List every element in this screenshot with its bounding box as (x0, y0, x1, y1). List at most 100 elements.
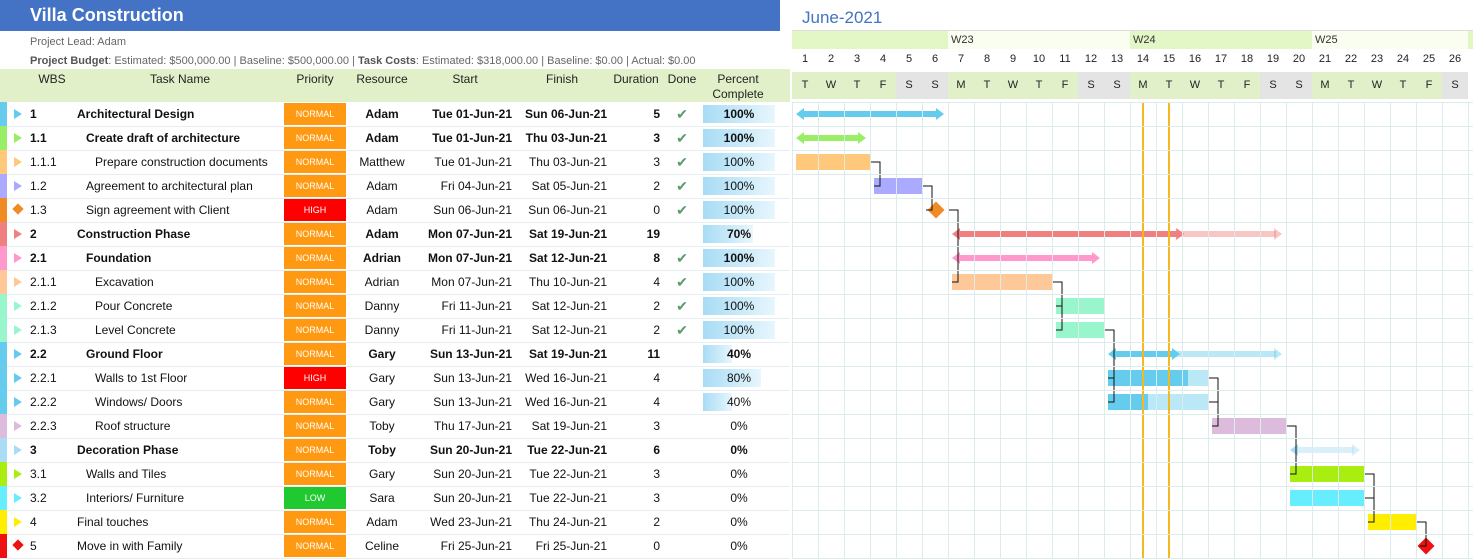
start-date-cell[interactable]: Tue 01-Jun-21 (434, 155, 512, 169)
finish-date-cell[interactable]: Wed 16-Jun-21 (525, 395, 607, 409)
priority-badge[interactable]: NORMAL (284, 535, 346, 557)
task-name-cell[interactable]: Pour Concrete (95, 299, 173, 313)
wbs-cell[interactable]: 2.1.1 (30, 275, 57, 289)
percent-cell[interactable]: 0% (730, 419, 748, 433)
task-row[interactable]: 1.1.1 Prepare construction documents NORMA… (0, 150, 790, 175)
expand-triangle-icon[interactable] (14, 469, 22, 479)
col-priority[interactable]: Priority (296, 72, 334, 86)
col-task-name[interactable]: Task Name (149, 72, 211, 86)
duration-cell[interactable]: 11 (647, 347, 660, 361)
duration-cell[interactable]: 2 (653, 515, 660, 529)
task-row[interactable]: 1.3 Sign agreement with Client HIGH Adam Sun… (0, 198, 790, 223)
wbs-cell[interactable]: 2.2.2 (30, 395, 57, 409)
start-date-cell[interactable]: Wed 23-Jun-21 (430, 515, 512, 529)
percent-cell[interactable]: 0% (730, 467, 748, 481)
finish-date-cell[interactable]: Thu 10-Jun-21 (528, 275, 607, 289)
task-row[interactable]: 2 Construction Phase NORMAL Adam Mon 07-Jun-… (0, 222, 790, 247)
task-row[interactable]: 2.1.2 Pour Concrete NORMAL Danny Fri 11-Jun-… (0, 294, 790, 319)
finish-date-cell[interactable]: Fri 25-Jun-21 (535, 539, 607, 553)
resource-cell[interactable]: Gary (368, 371, 395, 385)
finish-date-cell[interactable]: Thu 24-Jun-21 (528, 515, 607, 529)
percent-cell[interactable]: 100% (723, 107, 755, 121)
duration-cell[interactable]: 2 (653, 179, 660, 193)
finish-date-cell[interactable]: Sat 12-Jun-21 (531, 323, 607, 337)
percent-cell[interactable]: 0% (730, 443, 748, 457)
finish-date-cell[interactable]: Thu 03-Jun-21 (528, 155, 607, 169)
task-row[interactable]: 1 Architectural Design NORMAL Adam Tue 01-Ju… (0, 102, 790, 127)
resource-cell[interactable]: Matthew (359, 155, 405, 169)
resource-cell[interactable]: Gary (368, 395, 395, 409)
percent-cell[interactable]: 100% (723, 179, 755, 193)
expand-triangle-icon[interactable] (14, 493, 22, 503)
expand-triangle-icon[interactable] (14, 421, 22, 431)
col-percent[interactable]: Percent Complete (712, 72, 764, 101)
resource-cell[interactable]: Adrian (364, 275, 400, 289)
task-name-cell[interactable]: Construction Phase (77, 227, 191, 241)
expand-triangle-icon[interactable] (14, 109, 22, 119)
task-row[interactable]: 3.2 Interiors/ Furniture LOW Sara Sun 20-Jun… (0, 486, 790, 511)
wbs-cell[interactable]: 2.2.3 (30, 419, 57, 433)
expand-triangle-icon[interactable] (14, 325, 22, 335)
done-check-icon[interactable]: ✔ (676, 154, 688, 170)
start-date-cell[interactable]: Mon 07-Jun-21 (427, 251, 512, 265)
start-date-cell[interactable]: Thu 17-Jun-21 (433, 419, 512, 433)
start-date-cell[interactable]: Sun 13-Jun-21 (433, 371, 512, 385)
done-check-icon[interactable]: ✔ (676, 130, 688, 146)
col-resource[interactable]: Resource (356, 72, 408, 86)
start-date-cell[interactable]: Mon 07-Jun-21 (431, 275, 512, 289)
task-name-cell[interactable]: Windows/ Doors (95, 395, 183, 409)
start-date-cell[interactable]: Sun 20-Jun-21 (433, 491, 512, 505)
percent-cell[interactable]: 80% (726, 371, 752, 385)
expand-triangle-icon[interactable] (14, 397, 22, 407)
expand-triangle-icon[interactable] (14, 277, 22, 287)
duration-cell[interactable]: 19 (646, 227, 660, 241)
priority-badge[interactable]: NORMAL (284, 391, 346, 413)
wbs-cell[interactable]: 4 (30, 515, 37, 529)
priority-badge[interactable]: NORMAL (284, 175, 346, 197)
percent-cell[interactable]: 100% (723, 299, 755, 313)
wbs-cell[interactable]: 3 (30, 443, 37, 457)
percent-cell[interactable]: 70% (726, 227, 752, 241)
duration-cell[interactable]: 6 (653, 443, 660, 457)
duration-cell[interactable]: 3 (653, 155, 660, 169)
wbs-cell[interactable]: 2.1 (30, 251, 47, 265)
percent-cell[interactable]: 40% (726, 395, 752, 409)
percent-cell[interactable]: 0% (730, 515, 748, 529)
duration-cell[interactable]: 4 (653, 395, 660, 409)
task-row[interactable]: 1.2 Agreement to architectural plan NORMAL… (0, 174, 790, 199)
expand-triangle-icon[interactable] (14, 157, 22, 167)
task-name-cell[interactable]: Foundation (86, 251, 152, 265)
priority-badge[interactable]: NORMAL (284, 295, 346, 317)
task-row[interactable]: 1.1 Create draft of architecture NORMAL Ada… (0, 126, 790, 151)
priority-badge[interactable]: HIGH (284, 367, 346, 389)
wbs-cell[interactable]: 2 (30, 227, 37, 241)
task-name-cell[interactable]: Ground Floor (86, 347, 163, 361)
wbs-cell[interactable]: 3.1 (30, 467, 47, 481)
resource-cell[interactable]: Adam (366, 515, 398, 529)
start-date-cell[interactable]: Mon 07-Jun-21 (427, 227, 512, 241)
resource-cell[interactable]: Gary (368, 347, 396, 361)
task-row[interactable]: 2.1.3 Level Concrete NORMAL Danny Fri 11-Jun… (0, 318, 790, 343)
finish-date-cell[interactable]: Sun 06-Jun-21 (524, 107, 607, 121)
duration-cell[interactable]: 3 (653, 491, 660, 505)
start-date-cell[interactable]: Tue 01-Jun-21 (432, 131, 512, 145)
priority-badge[interactable]: LOW (284, 487, 346, 509)
expand-triangle-icon[interactable] (14, 445, 22, 455)
task-row[interactable]: 2.2.1 Walls to 1st Floor HIGH Gary Sun 13-Ju… (0, 366, 790, 391)
task-name-cell[interactable]: Roof structure (95, 419, 171, 433)
percent-cell[interactable]: 100% (723, 203, 755, 217)
task-name-cell[interactable]: Architectural Design (77, 107, 195, 121)
col-start[interactable]: Start (452, 72, 478, 86)
duration-cell[interactable]: 2 (653, 299, 660, 313)
wbs-cell[interactable]: 2.1.3 (30, 323, 57, 337)
start-date-cell[interactable]: Sun 20-Jun-21 (433, 467, 512, 481)
resource-cell[interactable]: Sara (369, 491, 395, 505)
priority-badge[interactable]: NORMAL (284, 223, 346, 245)
expand-triangle-icon[interactable] (14, 373, 22, 383)
resource-cell[interactable]: Adam (365, 107, 399, 121)
expand-triangle-icon[interactable] (14, 301, 22, 311)
duration-cell[interactable]: 5 (653, 107, 660, 121)
start-date-cell[interactable]: Sun 06-Jun-21 (433, 203, 512, 217)
priority-badge[interactable]: NORMAL (284, 247, 346, 269)
resource-cell[interactable]: Danny (364, 323, 400, 337)
